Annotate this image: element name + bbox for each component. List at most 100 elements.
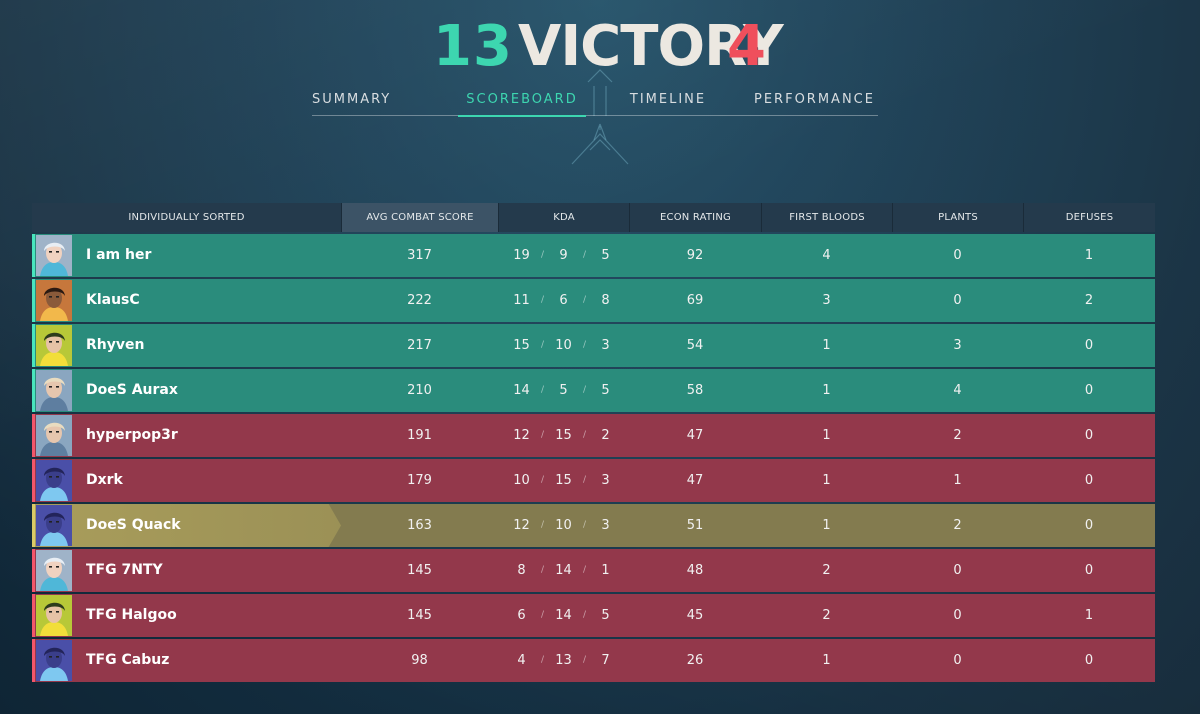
column-header-acs[interactable]: AVG COMBAT SCORE [341,203,498,232]
player-cell[interactable]: hyperpop3r [32,414,341,457]
defuses-value: 0 [1084,338,1094,353]
player-cell[interactable]: TFG Cabuz [32,639,341,682]
column-header-econ[interactable]: ECON RATING [629,203,761,232]
table-row-5[interactable]: hyperpop3r 191 12 / 15 / 2 47 1 2 0 [32,414,1155,457]
kills-value: 10 [513,473,530,488]
plants-value: 0 [953,563,962,578]
tab-performance[interactable]: PERFORMANCE [754,92,875,107]
kda-separator: / [540,340,545,350]
kda-separator: / [540,610,545,620]
kda-value: 15 / 10 / 3 [498,324,629,367]
team-accent-bar [32,324,35,367]
plants-value: 0 [953,608,962,623]
table-row-6[interactable]: Dxrk 179 10 / 15 / 3 47 1 1 0 [32,459,1155,502]
kda-separator: / [582,340,587,350]
player-cell[interactable]: TFG 7NTY [32,549,341,592]
kda-separator: / [582,475,587,485]
econ-value: 69 [686,293,704,308]
table-row-10[interactable]: TFG Cabuz 98 4 / 13 / 7 26 1 0 0 [32,639,1155,682]
table-body: I am her 317 19 / 9 / 5 92 4 0 1 KlausC … [32,234,1155,682]
kda-separator: / [582,385,587,395]
kda-value: 19 / 9 / 5 [498,234,629,277]
column-header-kda[interactable]: KDA [498,203,629,232]
player-name: DoeS Aurax [86,382,178,398]
table-row-3[interactable]: Rhyven 217 15 / 10 / 3 54 1 3 0 [32,324,1155,367]
player-cell[interactable]: DoeS Quack [32,504,341,547]
team-accent-bar [32,459,35,502]
deaths-value: 6 [559,293,568,308]
player-cell[interactable]: Dxrk [32,459,341,502]
table-row-1[interactable]: I am her 317 19 / 9 / 5 92 4 0 1 [32,234,1155,277]
player-cell[interactable]: DoeS Aurax [32,369,341,412]
acs-value: 191 [407,428,432,443]
acs-value: 222 [407,293,432,308]
column-header-plants[interactable]: PLANTS [892,203,1023,232]
kda-separator: / [540,520,545,530]
player-name: KlausC [86,292,140,308]
plants-value: 2 [953,518,962,533]
acs-value: 163 [407,518,432,533]
econ-value: 26 [686,653,704,668]
assists-value: 3 [601,518,610,533]
table-row-7[interactable]: DoeS Quack 163 12 / 10 / 3 51 1 2 0 [32,504,1155,547]
jett-portrait-icon [36,235,72,276]
table-row-2[interactable]: KlausC 222 11 / 6 / 8 69 3 0 2 [32,279,1155,322]
table-row-4[interactable]: DoeS Aurax 210 14 / 5 / 5 58 1 4 0 [32,369,1155,412]
team-score: 13 [433,14,513,79]
kills-value: 14 [513,383,530,398]
player-name: hyperpop3r [86,427,178,443]
killjoy-portrait-icon [36,595,72,636]
assists-value: 3 [601,338,610,353]
column-header-defuses[interactable]: DEFUSES [1023,203,1155,232]
player-cell[interactable]: KlausC [32,279,341,322]
kda-separator: / [582,610,587,620]
column-header-first-bloods[interactable]: FIRST BLOODS [761,203,892,232]
kda-value: 6 / 14 / 5 [498,594,629,637]
kda-separator: / [540,655,545,665]
kda-separator: / [540,430,545,440]
kda-separator: / [540,565,545,575]
kda-value: 12 / 10 / 3 [498,504,629,547]
first-bloods-value: 1 [822,473,831,488]
table-row-9[interactable]: TFG Halgoo 145 6 / 14 / 5 45 2 0 1 [32,594,1155,637]
player-name: DoeS Quack [86,517,181,533]
deaths-value: 14 [555,563,572,578]
player-name: TFG 7NTY [86,562,163,578]
plants-value: 0 [953,293,962,308]
assists-value: 1 [601,563,610,578]
kills-value: 19 [513,248,530,263]
tab-scoreboard[interactable]: SCOREBOARD [458,92,586,117]
defuses-value: 2 [1084,293,1094,308]
column-header-sort[interactable]: INDIVIDUALLY SORTED [128,212,245,223]
jett-portrait-icon [36,550,72,591]
first-bloods-value: 1 [822,383,831,398]
table-header: INDIVIDUALLY SORTED AVG COMBAT SCORE KDA… [32,203,1155,232]
plants-value: 3 [953,338,962,353]
plants-value: 2 [953,428,962,443]
player-cell[interactable]: TFG Halgoo [32,594,341,637]
assists-value: 7 [601,653,610,668]
acs-value: 217 [407,338,432,353]
acs-value: 145 [407,563,432,578]
player-cell[interactable]: Rhyven [32,324,341,367]
killjoy-portrait-icon [36,325,72,366]
omen-portrait-icon [36,460,72,501]
kda-value: 14 / 5 / 5 [498,369,629,412]
kda-value: 4 / 13 / 7 [498,639,629,682]
match-result: VICTORY [518,14,784,79]
player-name: I am her [86,247,152,263]
assists-value: 5 [601,248,610,263]
acs-value: 179 [407,473,432,488]
kills-value: 12 [513,518,530,533]
player-cell[interactable]: I am her [32,234,341,277]
tab-timeline[interactable]: TIMELINE [629,92,707,107]
kda-separator: / [540,385,545,395]
acs-value: 98 [411,653,428,668]
scoreboard-table: INDIVIDUALLY SORTED AVG COMBAT SCORE KDA… [32,203,1155,682]
team-accent-bar [32,234,35,277]
deaths-value: 9 [559,248,568,263]
tab-summary[interactable]: SUMMARY [312,92,392,107]
kills-value: 8 [517,563,526,578]
table-row-8[interactable]: TFG 7NTY 145 8 / 14 / 1 48 2 0 0 [32,549,1155,592]
kda-value: 10 / 15 / 3 [498,459,629,502]
